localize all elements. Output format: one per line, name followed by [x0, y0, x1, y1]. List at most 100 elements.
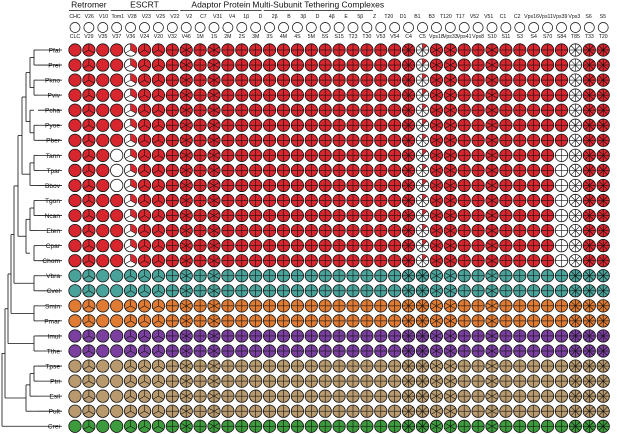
presence-cell	[179, 193, 193, 208]
presence-cell	[388, 148, 402, 162]
presence-cell	[221, 269, 235, 283]
sector-divider	[83, 140, 90, 144]
presence-circle	[96, 314, 110, 328]
presence-cell	[68, 239, 82, 253]
sector-divider	[213, 155, 220, 159]
presence-cell	[137, 118, 152, 132]
presence-cell	[137, 284, 152, 298]
presence-cell	[596, 224, 610, 238]
sector-divider	[213, 124, 220, 129]
presence-cell	[360, 103, 374, 117]
sector-divider	[450, 167, 456, 171]
sector-divider	[575, 305, 580, 311]
column-key-circle	[236, 22, 248, 33]
presence-cell	[346, 269, 360, 283]
presence-cell	[110, 314, 124, 328]
sector-divider	[589, 301, 594, 307]
column-label-top: Tom1	[111, 14, 124, 20]
sector-divider	[436, 185, 442, 189]
sector-divider	[602, 64, 608, 70]
presence-cell	[401, 299, 416, 313]
sector-divider	[180, 200, 187, 204]
presence-cell	[290, 239, 304, 253]
sector-divider	[208, 185, 215, 189]
presence-cell	[96, 118, 110, 132]
sector-divider	[589, 241, 594, 246]
presence-cell	[429, 43, 443, 57]
presence-cell	[485, 163, 499, 177]
presence-cell	[582, 88, 596, 102]
presence-cell	[415, 58, 430, 72]
sector-divider	[444, 242, 451, 246]
presence-cell	[513, 269, 527, 283]
column-label-bottom: Vps41	[457, 34, 472, 40]
sector-divider	[570, 316, 576, 322]
presence-cell	[82, 178, 96, 193]
presence-cell	[207, 314, 221, 328]
sector-divider	[88, 124, 95, 129]
column-key-circle	[431, 22, 442, 33]
sector-divider	[422, 305, 428, 311]
column-key-circle	[222, 22, 234, 33]
sector-divider	[584, 256, 590, 261]
sector-divider	[570, 195, 576, 201]
sector-divider	[180, 61, 187, 66]
sector-divider	[208, 49, 215, 54]
sector-divider	[602, 155, 608, 160]
presence-cell	[207, 254, 221, 268]
sector-divider	[152, 260, 159, 265]
sector-divider	[575, 215, 580, 221]
presence-cell	[513, 284, 527, 298]
sector-divider	[213, 167, 220, 171]
sector-divider	[125, 320, 131, 325]
sector-divider	[486, 302, 493, 307]
presence-cell	[179, 269, 193, 283]
presence-cell	[290, 193, 304, 208]
presence-cell	[360, 254, 374, 268]
sector-divider	[436, 245, 442, 250]
presence-cell	[582, 133, 596, 147]
presence-cell	[415, 103, 430, 117]
sector-divider	[570, 150, 576, 156]
sector-divider	[408, 135, 414, 141]
sector-divider	[575, 301, 580, 307]
presence-circle	[110, 178, 124, 193]
presence-cell	[374, 88, 388, 102]
presence-cell	[415, 178, 430, 193]
sector-divider	[152, 94, 159, 99]
column-key-circle	[597, 22, 609, 33]
sector-divider	[598, 271, 604, 276]
sector-divider	[144, 245, 151, 250]
presence-cell	[82, 43, 96, 57]
sector-divider	[436, 61, 442, 66]
sector-divider	[417, 150, 423, 156]
sector-divider	[491, 215, 498, 219]
sector-divider	[186, 257, 192, 261]
sector-divider	[422, 245, 428, 251]
presence-circle	[68, 314, 82, 328]
sector-divider	[491, 260, 498, 265]
sector-divider	[88, 200, 95, 204]
presence-cell	[276, 43, 291, 57]
presence-cell	[235, 178, 249, 193]
presence-cell	[471, 88, 485, 102]
column-label-bottom: V37	[112, 34, 121, 40]
sector-divider	[208, 182, 215, 186]
sector-divider	[584, 241, 590, 246]
sector-divider	[213, 227, 220, 231]
sector-divider	[450, 109, 456, 114]
column-label-bottom: 4S	[294, 34, 301, 40]
presence-cell	[110, 208, 124, 223]
presence-cell	[235, 88, 249, 102]
partial-wedge	[422, 119, 427, 126]
sector-divider	[584, 170, 590, 175]
sector-divider	[422, 200, 428, 206]
sector-divider	[436, 260, 442, 265]
species-label: Ptri	[50, 379, 60, 386]
sector-divider	[158, 185, 164, 189]
sector-divider	[584, 155, 590, 160]
sector-divider	[213, 182, 220, 186]
sector-divider	[436, 140, 442, 144]
presence-cell	[582, 43, 596, 57]
sector-divider	[88, 245, 95, 250]
